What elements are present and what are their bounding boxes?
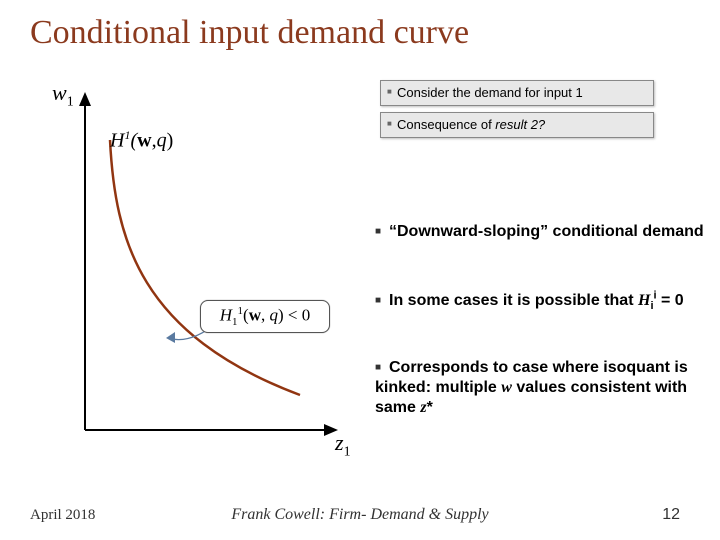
derivative-callout: H11(w, q) < 0 — [200, 300, 330, 333]
bullet-2-text: In some cases it is possible that Hii = … — [389, 292, 684, 309]
bullet-3: ■Corresponds to case where isoquant is k… — [375, 358, 705, 418]
footer-attribution: Frank Cowell: Firm- Demand & Supply — [0, 506, 720, 524]
x-axis-label: z1 — [335, 430, 351, 460]
curve-function-label: H1(w,q) — [110, 128, 173, 153]
bullet-3-text: Corresponds to case where isoquant is ki… — [375, 359, 688, 416]
bullet-1-text: “Downward-sloping” conditional demand — [389, 223, 704, 240]
info-box-2: ■ Consequence of result 2? — [380, 112, 654, 138]
info-box-1-text: Consider the demand for input 1 — [397, 85, 647, 101]
derivative-callout-box: H11(w, q) < 0 — [200, 300, 330, 333]
info-box-2-text: Consequence of result 2? — [397, 117, 647, 133]
callout-pointer-arrow — [166, 332, 175, 343]
info-box-1: ■ Consider the demand for input 1 — [380, 80, 654, 106]
page-number: 12 — [662, 506, 680, 524]
bullet-2: ■In some cases it is possible that Hii =… — [375, 290, 705, 314]
demand-curve — [110, 140, 300, 395]
y-axis-label: w1 — [52, 80, 74, 110]
y-axis-arrow — [79, 92, 91, 106]
bullet-1: ■“Downward-sloping” conditional demand — [375, 222, 705, 242]
